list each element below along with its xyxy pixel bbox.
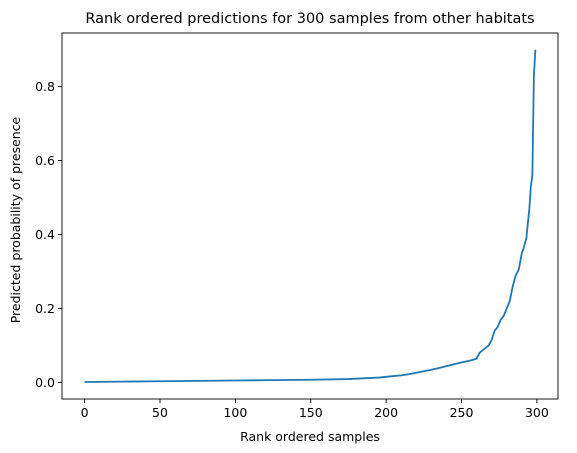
x-tick-label: 0 <box>81 405 89 420</box>
plot-area <box>84 49 537 383</box>
series-line <box>84 49 537 383</box>
x-tick-label: 150 <box>299 405 323 420</box>
y-axis-label: Predicted probability of presence <box>8 116 23 323</box>
x-tick-label: 250 <box>450 405 474 420</box>
y-tick-label: 0.0 <box>35 375 55 390</box>
y-tick-label: 0.8 <box>35 79 55 94</box>
x-tick-label: 200 <box>374 405 398 420</box>
y-tick-label: 0.2 <box>35 301 55 316</box>
plot-frame <box>61 32 559 400</box>
x-axis-ticks: 0 50 100 150 200 250 300 <box>81 399 549 420</box>
chart-title: Rank ordered predictions for 300 samples… <box>85 11 534 27</box>
x-tick-label: 50 <box>152 405 168 420</box>
x-tick-label: 300 <box>525 405 549 420</box>
y-axis-ticks: 0.0 0.2 0.4 0.6 0.8 <box>35 79 62 390</box>
y-tick-label: 0.4 <box>35 227 55 242</box>
x-axis-label: Rank ordered samples <box>240 429 380 444</box>
y-tick-label: 0.6 <box>35 153 55 168</box>
x-tick-label: 100 <box>223 405 247 420</box>
